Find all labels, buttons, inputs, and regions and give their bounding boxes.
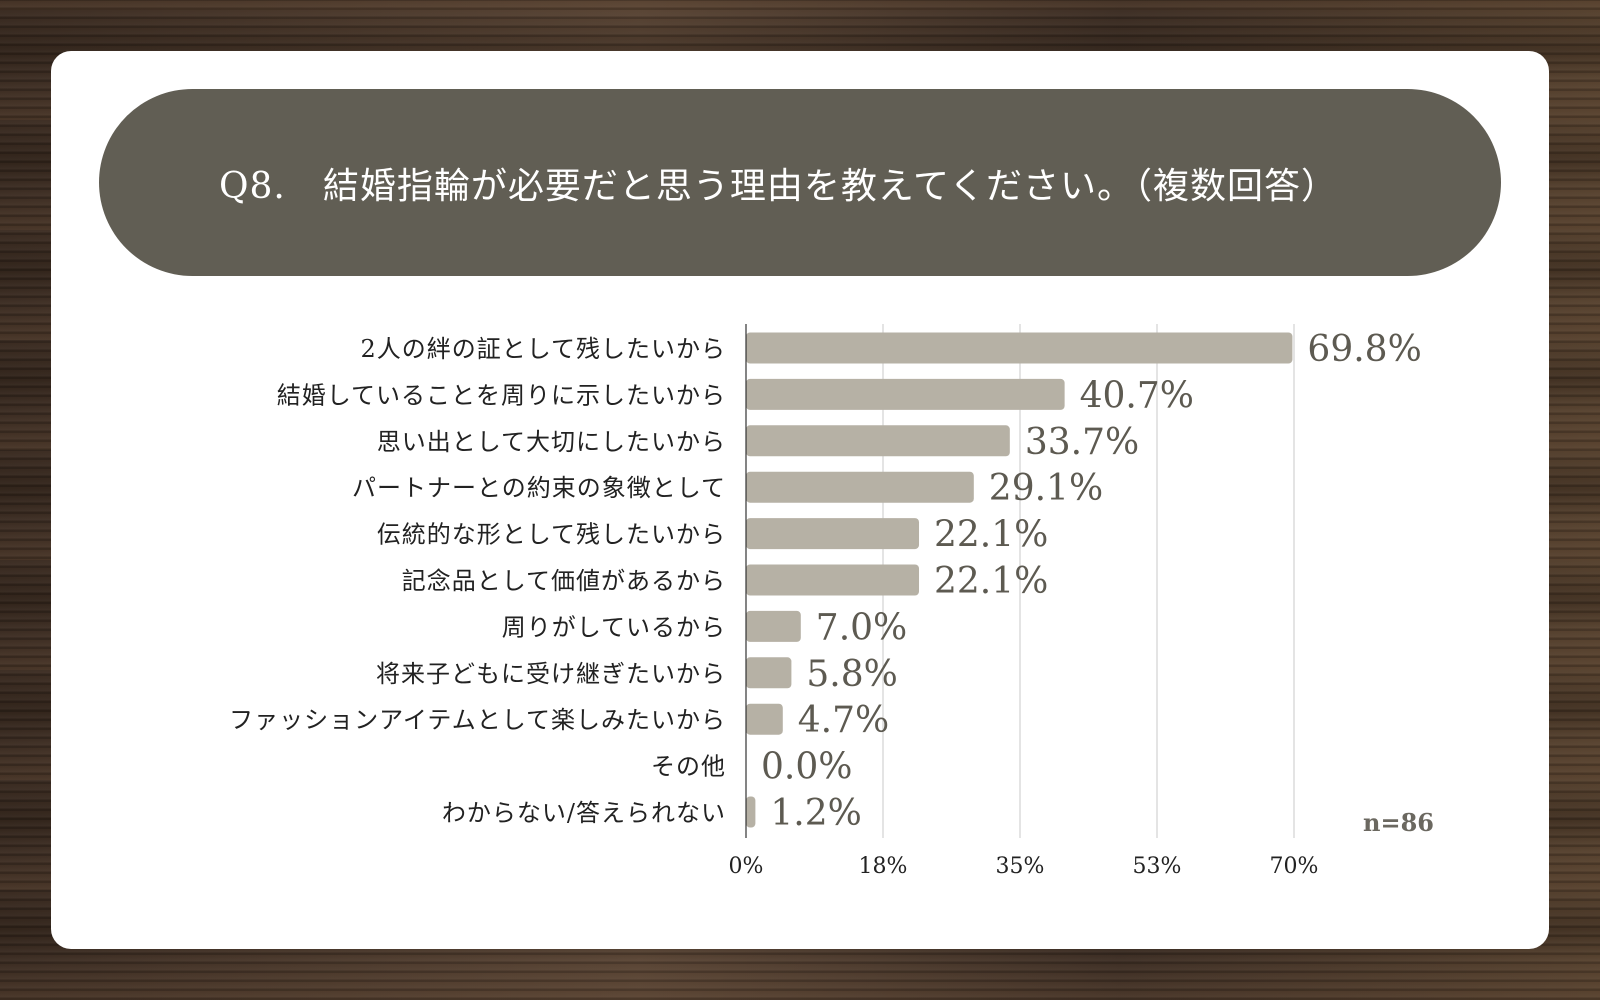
category-label: わからない/答えられない [442, 799, 726, 827]
value-label: 1.2% [770, 793, 861, 834]
category-label: 記念品として価値があるから [402, 567, 726, 595]
value-label: 22.1% [934, 561, 1048, 602]
category-label: 結婚していることを周りに示したいから [277, 381, 726, 409]
x-tick-label: 70% [1270, 854, 1319, 879]
category-label: 将来子どもに受け継ぎたいから [376, 660, 726, 688]
value-label: 7.0% [816, 607, 907, 648]
value-label: 0.0% [761, 747, 852, 788]
category-label: ファッションアイテムとして楽しみたいから [229, 706, 726, 734]
bar [746, 378, 1065, 410]
bar [746, 610, 801, 642]
category-label: 2人の絆の証として残したいから [360, 335, 726, 363]
value-label: 22.1% [934, 515, 1048, 556]
value-label: 29.1% [989, 468, 1103, 509]
title-banner: Q8. 結婚指輪が必要だと思う理由を教えてください。（複数回答） [99, 89, 1501, 276]
bar [746, 564, 920, 596]
category-label: 周りがしているから [502, 613, 726, 641]
category-label: その他 [651, 753, 726, 781]
bar [746, 471, 974, 503]
x-tick-label: 35% [996, 854, 1045, 879]
sample-size-note: n=86 [1363, 808, 1434, 837]
bar [746, 657, 792, 689]
card-panel: Q8. 結婚指輪が必要だと思う理由を教えてください。（複数回答） [51, 51, 1549, 949]
value-label: 33.7% [1025, 422, 1139, 463]
x-tick-label: 18% [859, 854, 908, 879]
bar [746, 332, 1293, 364]
value-label: 4.7% [798, 700, 889, 741]
x-tick-label: 0% [729, 854, 764, 879]
value-label: 40.7% [1080, 375, 1194, 416]
category-label: パートナーとの約束の象徴として [352, 474, 726, 502]
category-label: 思い出として大切にしたいから [377, 428, 726, 456]
value-label: 69.8% [1307, 329, 1421, 370]
bar [746, 703, 783, 735]
chart-title: Q8. 結婚指輪が必要だと思う理由を教えてください。（複数回答） [219, 165, 1338, 207]
value-label: 5.8% [806, 654, 897, 695]
category-label: 伝統的な形として残したいから [377, 521, 726, 549]
bar [746, 796, 756, 828]
x-tick-label: 53% [1133, 854, 1182, 879]
bar [746, 425, 1010, 457]
bar [746, 518, 920, 550]
